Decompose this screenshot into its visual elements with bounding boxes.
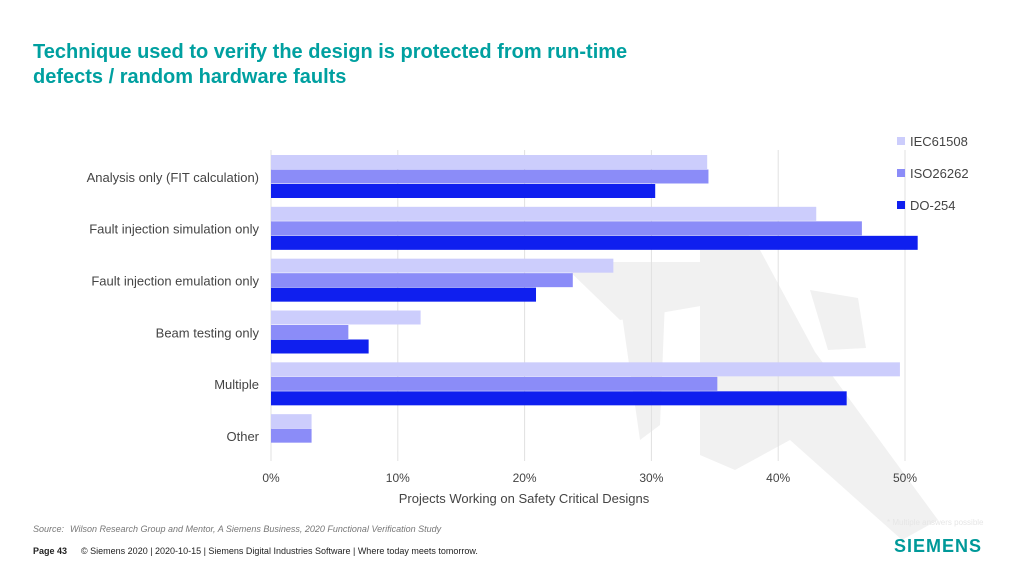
bar xyxy=(271,169,709,184)
category-label: Analysis only (FIT calculation) xyxy=(87,170,259,185)
bar xyxy=(271,155,708,169)
bar xyxy=(271,414,312,429)
legend-label: ISO26262 xyxy=(910,166,969,181)
bar xyxy=(271,221,862,236)
source-text: Wilson Research Group and Mentor, A Siem… xyxy=(70,524,442,534)
category-label: Fault injection simulation only xyxy=(89,222,259,237)
x-axis-title: Projects Working on Safety Critical Desi… xyxy=(399,491,650,506)
bar xyxy=(271,376,718,391)
legend-swatch xyxy=(897,137,905,145)
category-label: Other xyxy=(226,429,259,444)
bar xyxy=(271,206,817,221)
chart-title: Technique used to verify the design is p… xyxy=(33,40,733,90)
x-tick-label: 10% xyxy=(386,471,410,485)
category-label: Fault injection emulation only xyxy=(91,273,259,288)
bar xyxy=(271,184,656,198)
x-tick-label: 50% xyxy=(893,471,917,485)
legend-swatch xyxy=(897,201,905,209)
bar xyxy=(271,273,573,288)
x-tick-label: 30% xyxy=(639,471,663,485)
bar xyxy=(271,339,369,354)
legend-swatch xyxy=(897,169,905,177)
x-tick-label: 0% xyxy=(262,471,280,485)
category-label: Multiple xyxy=(214,377,259,392)
source-footnote: Source: Wilson Research Group and Mentor,… xyxy=(33,524,441,534)
siemens-logo: SIEMENS xyxy=(894,536,983,556)
x-tick-label: 40% xyxy=(766,471,790,485)
page-number: Page 43 xyxy=(33,546,68,556)
chart-title-line-2: defects / random hardware faults xyxy=(33,66,347,88)
category-label: Beam testing only xyxy=(156,325,260,340)
bar xyxy=(271,287,537,302)
bar xyxy=(271,362,900,377)
legend-label: DO-254 xyxy=(910,198,956,213)
bar xyxy=(271,428,312,443)
bar xyxy=(271,258,614,273)
x-tick-label: 20% xyxy=(513,471,537,485)
legend-label: IEC61508 xyxy=(910,134,968,149)
chart-title-line-1: Technique used to verify the design is p… xyxy=(33,41,628,63)
bar xyxy=(271,391,847,406)
bar xyxy=(271,325,349,339)
copyright-text: © Siemens 2020 | 2020-10-15 | Siemens Di… xyxy=(81,546,478,556)
page-footer: Page 43 © Siemens 2020 | 2020-10-15 | Sie… xyxy=(33,546,478,556)
bar xyxy=(271,310,421,325)
multiple-answers-note: * Multiple answers possible xyxy=(887,518,984,527)
bar xyxy=(271,235,918,250)
source-label: Source: xyxy=(33,524,65,534)
airplane-watermark-icon xyxy=(560,223,938,540)
